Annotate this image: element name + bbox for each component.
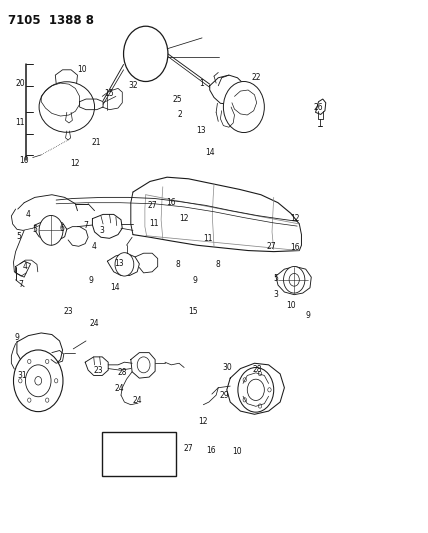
- Text: 23: 23: [63, 307, 73, 316]
- Text: 12: 12: [199, 417, 208, 426]
- Text: 24: 24: [90, 319, 99, 328]
- Circle shape: [223, 82, 265, 133]
- Text: 3: 3: [99, 227, 104, 236]
- Text: 5: 5: [16, 232, 21, 241]
- Circle shape: [39, 215, 63, 245]
- Text: 10: 10: [286, 301, 296, 310]
- Circle shape: [289, 273, 299, 286]
- Text: 8: 8: [216, 261, 221, 269]
- Text: 17: 17: [113, 441, 123, 450]
- Text: 27: 27: [147, 201, 157, 210]
- Text: 30: 30: [222, 363, 232, 372]
- Text: 12: 12: [71, 159, 80, 168]
- Circle shape: [283, 266, 305, 293]
- Text: 6: 6: [59, 224, 64, 233]
- Text: 32: 32: [128, 81, 138, 90]
- Bar: [102, 432, 176, 477]
- Text: 28: 28: [118, 368, 128, 377]
- Circle shape: [124, 26, 168, 82]
- Text: 3: 3: [273, 290, 278, 299]
- Text: 25: 25: [173, 94, 183, 103]
- Text: 24: 24: [132, 397, 142, 406]
- Circle shape: [115, 253, 134, 276]
- Text: 12: 12: [179, 214, 189, 223]
- Text: 29: 29: [220, 391, 229, 400]
- Text: 9: 9: [89, 276, 94, 285]
- Circle shape: [238, 368, 274, 412]
- Text: 10: 10: [77, 66, 86, 74]
- Circle shape: [14, 350, 63, 411]
- Text: 23: 23: [93, 366, 103, 375]
- Text: 8: 8: [175, 261, 180, 269]
- Text: 16: 16: [206, 447, 216, 456]
- Text: 10: 10: [19, 156, 29, 165]
- Text: 13: 13: [114, 260, 124, 268]
- Text: 31: 31: [17, 371, 27, 380]
- Text: 28: 28: [253, 365, 262, 374]
- Text: 10: 10: [232, 447, 241, 456]
- Circle shape: [137, 357, 150, 373]
- Text: 7: 7: [18, 279, 23, 288]
- Circle shape: [25, 365, 51, 397]
- Text: 26: 26: [314, 102, 323, 111]
- Text: 24: 24: [114, 384, 124, 393]
- Text: 4: 4: [26, 211, 31, 220]
- Text: 12: 12: [290, 214, 300, 223]
- Text: 19: 19: [155, 441, 165, 450]
- Text: 11: 11: [15, 118, 25, 127]
- Text: 16: 16: [290, 244, 300, 253]
- Text: 4: 4: [92, 242, 97, 251]
- Text: 20: 20: [15, 78, 25, 87]
- Text: 15: 15: [105, 89, 114, 98]
- Text: 11: 11: [203, 234, 212, 243]
- Text: 15: 15: [188, 307, 197, 316]
- Text: 4: 4: [22, 262, 27, 271]
- Text: 21: 21: [92, 138, 101, 147]
- Text: 1: 1: [199, 78, 204, 87]
- Text: 18: 18: [135, 441, 145, 450]
- Text: 22: 22: [252, 73, 262, 82]
- Text: 2: 2: [178, 110, 182, 119]
- Text: 5: 5: [33, 225, 37, 234]
- Text: 14: 14: [110, 283, 120, 292]
- Text: 27: 27: [267, 242, 276, 251]
- Text: 5: 5: [273, 274, 278, 283]
- Text: 13: 13: [196, 126, 206, 135]
- Circle shape: [247, 379, 265, 400]
- Text: 16: 16: [166, 198, 176, 207]
- Text: 7: 7: [83, 221, 89, 230]
- Text: 9: 9: [306, 311, 310, 320]
- Ellipse shape: [39, 82, 95, 132]
- Text: 14: 14: [205, 148, 214, 157]
- Text: 11: 11: [149, 220, 159, 229]
- Text: 27: 27: [184, 444, 193, 453]
- Text: 7105  1388 8: 7105 1388 8: [9, 14, 94, 27]
- Text: 9: 9: [15, 333, 19, 342]
- Text: 9: 9: [192, 276, 197, 285]
